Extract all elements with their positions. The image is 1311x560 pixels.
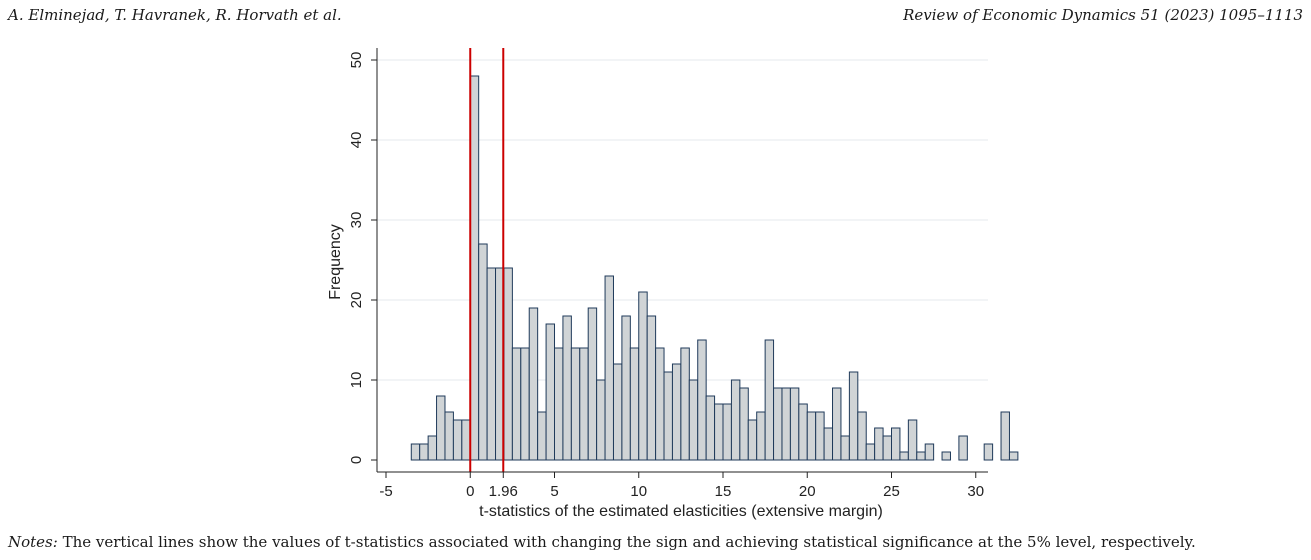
histogram-bar xyxy=(503,267,513,461)
histogram-bar xyxy=(511,347,522,461)
histogram-bar xyxy=(823,427,834,461)
histogram-bar xyxy=(554,347,564,461)
histogram-bar xyxy=(722,403,732,461)
histogram-bar xyxy=(663,371,673,461)
histogram-bar xyxy=(680,347,690,461)
histogram-bar xyxy=(697,339,707,461)
x-tick-label: 15 xyxy=(715,483,732,500)
histogram-bars xyxy=(410,75,1019,461)
histogram-bar xyxy=(781,387,791,461)
histogram-bar xyxy=(983,443,994,461)
histogram-bar xyxy=(671,363,682,461)
histogram-bar xyxy=(1000,411,1010,461)
y-axis-title: Frequency xyxy=(327,224,344,300)
x-tick-label: 30 xyxy=(967,483,984,500)
x-tick-label: 0 xyxy=(466,483,474,500)
histogram-bar xyxy=(655,347,665,461)
histogram-bar xyxy=(587,307,598,461)
histogram-bar xyxy=(562,315,572,461)
reference-lines xyxy=(469,48,505,472)
x-tick-label: -5 xyxy=(379,483,392,500)
histogram-bar xyxy=(469,75,480,461)
histogram-bar xyxy=(857,411,867,461)
histogram-bar xyxy=(916,451,926,461)
histogram-bar xyxy=(891,427,901,461)
y-tick-label: 30 xyxy=(348,212,365,229)
histogram-bar xyxy=(924,443,935,461)
histogram-bar xyxy=(427,435,438,461)
histogram-bar xyxy=(747,419,758,461)
histogram-bar xyxy=(832,387,842,461)
header-authors: A. Elminejad, T. Havranek, R. Horvath et… xyxy=(8,6,342,24)
histogram-bar xyxy=(604,275,614,461)
histogram-bar xyxy=(899,451,909,461)
y-tick-label: 50 xyxy=(348,52,365,69)
histogram-bar xyxy=(646,315,657,461)
histogram-bar xyxy=(612,363,623,461)
x-tick-label: 10 xyxy=(630,483,647,500)
histogram-bar xyxy=(941,451,951,461)
histogram-bar xyxy=(1008,451,1019,461)
figure-notes: Notes: The vertical lines show the value… xyxy=(8,533,1196,551)
histogram-bar xyxy=(486,267,497,461)
header-journal: Review of Economic Dynamics 51 (2023) 10… xyxy=(903,6,1303,24)
histogram-bar xyxy=(478,243,488,461)
histogram-bar xyxy=(579,347,589,461)
x-tick-label: 5 xyxy=(550,483,558,500)
histogram-bar xyxy=(958,435,968,461)
histogram-bar xyxy=(815,411,825,461)
histogram-bar xyxy=(688,379,699,461)
histogram-bar xyxy=(764,339,775,461)
axis-ticks: -5 0 1.96 5 10 15 20 25 30 0 10 20 30 40 50 xyxy=(348,52,984,500)
histogram-bar xyxy=(865,443,876,461)
histogram-bar xyxy=(621,315,631,461)
histogram-bar xyxy=(528,307,539,461)
notes-label: Notes: xyxy=(8,533,58,551)
x-axis-title: t-statistics of the estimated elasticiti… xyxy=(479,503,883,520)
x-tick-label: 1.96 xyxy=(489,483,518,500)
notes-text: The vertical lines show the values of t-… xyxy=(57,533,1196,551)
histogram-bar xyxy=(444,411,454,461)
histogram-bar xyxy=(773,387,783,461)
histogram-bar xyxy=(520,347,530,461)
histogram-bar xyxy=(848,371,859,461)
histogram-bar xyxy=(730,379,741,461)
histogram-bar xyxy=(545,323,556,461)
histogram-bar xyxy=(436,395,446,461)
histogram-bar xyxy=(739,387,749,461)
histogram-bar xyxy=(461,419,471,461)
histogram-bar xyxy=(882,435,893,461)
axes xyxy=(376,48,988,473)
histogram-chart: -5 0 1.96 5 10 15 20 25 30 0 10 20 30 40 50 t-statisti… xyxy=(327,48,1019,520)
histogram-bar xyxy=(419,443,429,461)
y-tick-label: 10 xyxy=(348,372,365,389)
histogram-bar xyxy=(874,427,884,461)
histogram-bar xyxy=(806,411,817,461)
histogram-bar xyxy=(638,291,648,461)
x-tick-label: 25 xyxy=(883,483,900,500)
y-tick-label: 0 xyxy=(348,456,365,464)
y-tick-label: 40 xyxy=(348,132,365,149)
histogram-bar xyxy=(705,395,716,461)
histogram-bar xyxy=(596,379,606,461)
histogram-bar xyxy=(410,443,421,461)
histogram-bar xyxy=(840,435,850,461)
histogram-bar xyxy=(570,347,581,461)
histogram-bar xyxy=(537,411,547,461)
histogram-bar xyxy=(789,387,800,461)
histogram-bar xyxy=(629,347,640,461)
histogram-bar xyxy=(798,403,808,461)
x-tick-label: 20 xyxy=(799,483,816,500)
histogram-bar xyxy=(714,403,724,461)
histogram-bar xyxy=(907,419,918,461)
histogram-bar xyxy=(756,411,766,461)
y-tick-label: 20 xyxy=(348,292,365,309)
histogram-bar xyxy=(452,419,463,461)
